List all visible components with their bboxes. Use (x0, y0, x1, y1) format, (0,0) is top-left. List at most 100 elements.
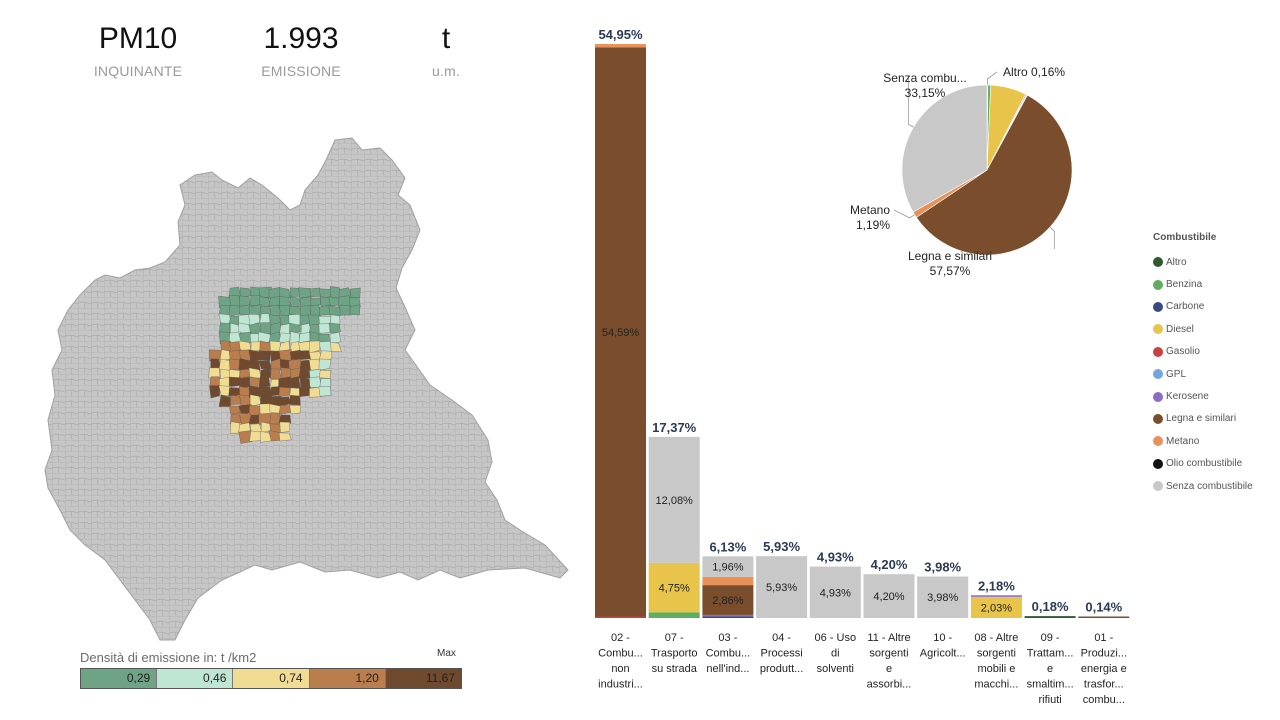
highlighted-municipality[interactable] (259, 313, 271, 324)
highlighted-municipality[interactable] (330, 342, 342, 352)
legend-label: Benzina (1166, 279, 1203, 291)
bar-segment[interactable] (702, 585, 754, 615)
highlighted-municipality[interactable] (258, 376, 271, 388)
highlighted-municipality[interactable] (298, 367, 312, 379)
highlighted-municipality[interactable] (318, 323, 331, 334)
density-bin-4[interactable]: 1,20 (309, 669, 386, 688)
highlighted-municipality[interactable] (309, 287, 321, 298)
x-axis-category-label: energia e (1081, 663, 1127, 675)
bar-segment[interactable] (702, 556, 754, 577)
highlighted-municipality[interactable] (318, 386, 332, 397)
highlighted-municipality[interactable] (279, 421, 290, 433)
kpi-unit-value: t (441, 22, 451, 55)
highlighted-municipality[interactable] (228, 376, 242, 387)
highlighted-municipality[interactable] (318, 358, 332, 371)
density-bin-1[interactable]: 0,29 (81, 669, 158, 688)
legend-swatch (1153, 413, 1163, 424)
bar-segment-label: 4,20% (873, 591, 904, 603)
highlighted-municipality[interactable] (319, 370, 331, 379)
highlighted-municipality[interactable] (249, 430, 262, 442)
bar-segment[interactable] (648, 562, 700, 613)
bar-segment[interactable] (648, 612, 700, 618)
legend-item[interactable]: Carbone (1153, 296, 1253, 318)
bar-segment[interactable] (970, 595, 1022, 597)
highlighted-municipality[interactable] (239, 295, 250, 307)
legend-item[interactable]: Olio combustibile (1153, 453, 1253, 475)
density-bin-3[interactable]: 0,74 (233, 669, 310, 688)
highlighted-municipality[interactable] (299, 385, 311, 397)
legend-item[interactable]: Benzina (1153, 273, 1253, 295)
highlighted-municipality[interactable] (330, 314, 341, 326)
highlighted-municipality[interactable] (278, 432, 292, 442)
legend-item[interactable]: Metano (1153, 430, 1253, 452)
highlighted-municipality[interactable] (348, 297, 361, 308)
highlighted-municipality[interactable] (278, 404, 291, 415)
highlighted-municipality[interactable] (238, 430, 253, 444)
pie-slice[interactable] (916, 94, 1073, 256)
highlighted-municipality[interactable] (270, 304, 281, 318)
legend-item[interactable]: Gasolio (1153, 341, 1253, 363)
highlighted-municipality[interactable] (329, 331, 342, 345)
highlighted-municipality[interactable] (330, 286, 341, 299)
legend-item[interactable]: Diesel (1153, 318, 1253, 340)
bar-segment[interactable] (970, 596, 1022, 618)
legend-label: Legna e similari (1166, 413, 1237, 425)
highlighted-municipalities[interactable] (208, 286, 361, 444)
bar-segment[interactable] (1078, 616, 1130, 619)
density-bin-5[interactable]: 11,67 (385, 669, 462, 688)
legend-item[interactable]: Kerosene (1153, 385, 1253, 407)
highlighted-municipality[interactable] (219, 322, 230, 334)
highlighted-municipality[interactable] (269, 403, 283, 416)
pie-slice-label: 33,15% (905, 86, 946, 100)
highlighted-municipality[interactable] (278, 414, 292, 424)
highlighted-municipality[interactable] (208, 367, 221, 379)
x-axis-category-label: combu... (1083, 694, 1125, 706)
highlighted-municipality[interactable] (308, 314, 320, 326)
highlighted-municipality[interactable] (309, 376, 322, 388)
highlighted-municipality[interactable] (248, 358, 261, 371)
bar-segment[interactable] (595, 47, 646, 617)
bar-segment[interactable] (595, 616, 646, 619)
highlighted-municipality[interactable] (319, 378, 331, 389)
bar-segment[interactable] (756, 556, 808, 618)
bar-segment[interactable] (809, 566, 861, 618)
bar-segment[interactable] (917, 576, 969, 618)
highlighted-municipality[interactable] (309, 386, 322, 398)
highlighted-municipality[interactable] (298, 332, 311, 343)
highlighted-municipality[interactable] (309, 340, 321, 354)
highlighted-municipality[interactable] (328, 305, 343, 316)
density-bin-2[interactable]: 0,46 (157, 669, 234, 688)
bar-segment[interactable] (1024, 616, 1076, 618)
bar-segment[interactable] (702, 576, 754, 586)
highlighted-municipality[interactable] (289, 395, 301, 406)
legend-label: Gasolio (1166, 346, 1200, 358)
bar-segment[interactable] (595, 44, 646, 48)
bar-segment[interactable] (702, 616, 754, 618)
legend-item[interactable]: Altro (1153, 251, 1253, 273)
highlighted-municipality[interactable] (250, 341, 262, 352)
highlighted-municipality[interactable] (349, 304, 361, 316)
highlighted-municipality[interactable] (289, 405, 302, 414)
x-axis-category-label: trasfor... (1084, 679, 1124, 691)
bar-segment-label: 54,59% (602, 327, 640, 339)
bar-segment[interactable] (702, 614, 754, 617)
highlighted-municipality[interactable] (228, 405, 240, 415)
highlighted-municipality[interactable] (339, 304, 351, 316)
legend-item[interactable]: Senza combustibile (1153, 475, 1253, 497)
bar-segment[interactable] (648, 436, 700, 563)
x-axis-category-label: su strada (652, 663, 698, 675)
legend-item[interactable]: GPL (1153, 363, 1253, 385)
highlighted-municipality[interactable] (209, 385, 220, 399)
legend-item[interactable]: Legna e similari (1153, 408, 1253, 430)
highlighted-municipality[interactable] (278, 386, 291, 398)
highlighted-municipality[interactable] (259, 350, 272, 361)
kpi-pollutant-value: PM10 (98, 22, 178, 55)
highlighted-municipality[interactable] (349, 287, 361, 299)
bar-segment[interactable] (863, 574, 915, 618)
highlighted-municipality[interactable] (238, 368, 251, 378)
highlighted-municipality[interactable] (288, 376, 301, 389)
legend-label: Metano (1166, 435, 1200, 447)
emission-density-map[interactable] (0, 120, 590, 645)
highlighted-municipality[interactable] (238, 322, 253, 334)
highlighted-municipality[interactable] (328, 322, 341, 334)
